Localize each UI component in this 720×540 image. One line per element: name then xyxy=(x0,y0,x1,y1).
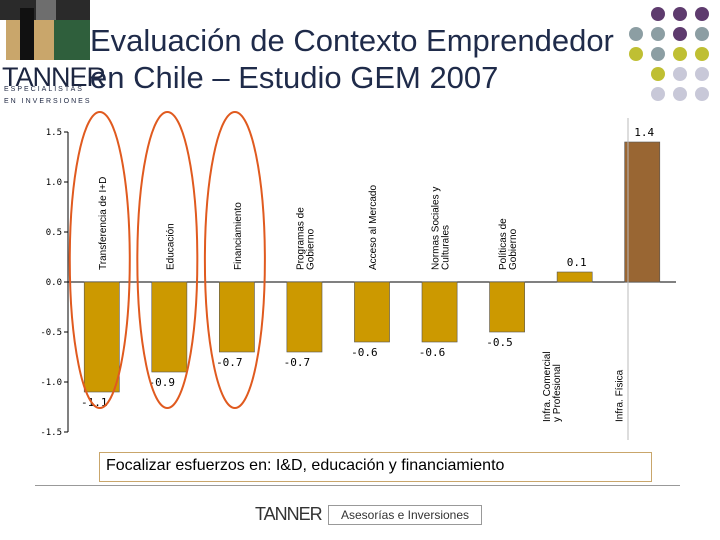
decorative-dot xyxy=(673,27,687,41)
decorative-dot xyxy=(695,47,709,61)
category-label-group: Programas de Gobierno xyxy=(295,207,316,270)
bar xyxy=(624,141,661,283)
y-tick-label: 1.5 xyxy=(46,128,62,138)
category-label-group: Financiamiento xyxy=(233,202,244,270)
logo-subtitle-2: EN INVERSIONES xyxy=(4,98,92,105)
decorative-dot-grid xyxy=(629,7,709,101)
category-label-group: Políticas de Gobierno xyxy=(498,218,519,270)
footer-logo: TANNER xyxy=(255,504,323,524)
category-label-group: Educación xyxy=(165,223,176,270)
category-label: y Profesional xyxy=(552,364,563,422)
bar-chart: 1.5 1.0 0.5 0.0 -0.5 -1.0 -1.5 -1.1 Transferenci… xyxy=(40,111,676,440)
category-label-group: Normas Sociales y Culturales xyxy=(431,187,452,270)
category-label: Acceso al Mercado xyxy=(368,185,379,270)
footer-tagline: Asesorías e Inversiones xyxy=(328,505,482,525)
decorative-dot xyxy=(695,27,709,41)
y-tick-label: -1.0 xyxy=(40,378,62,388)
footer-divider xyxy=(35,485,680,486)
data-label: -1.1 xyxy=(81,396,108,409)
category-label-group: Transferencia de I+D xyxy=(98,177,109,270)
highlight-ellipse xyxy=(203,111,266,409)
category-label: Infra. Comercial xyxy=(542,351,553,422)
decorative-dot xyxy=(673,87,687,101)
bar xyxy=(354,281,390,343)
decorative-dot xyxy=(695,67,709,81)
category-label: Financiamiento xyxy=(233,202,244,270)
y-tick-label: 0.5 xyxy=(46,228,62,238)
note-text: Focalizar esfuerzos en: I&D, educación y… xyxy=(106,457,505,474)
category-label: Transferencia de I+D xyxy=(98,177,109,270)
category-label: Gobierno xyxy=(508,228,519,270)
y-tick-label: -0.5 xyxy=(40,328,62,338)
note-box xyxy=(99,452,652,482)
bar xyxy=(421,281,458,343)
bar xyxy=(286,281,323,353)
y-tick-label: -1.5 xyxy=(40,428,62,438)
bar xyxy=(556,271,593,283)
decorative-dot xyxy=(695,87,709,101)
data-label: -0.7 xyxy=(284,356,311,369)
category-label: Programas de xyxy=(295,207,306,270)
decorative-dot xyxy=(651,7,665,21)
data-label: -0.5 xyxy=(486,336,513,349)
category-label-group: Infra. Física xyxy=(615,369,626,422)
tanner-logo-mark xyxy=(0,0,90,60)
category-label-group: Acceso al Mercado xyxy=(368,185,379,270)
bar xyxy=(151,281,188,373)
bar xyxy=(219,281,255,353)
logo-wordmark: TANNER xyxy=(2,62,106,92)
decorative-dot xyxy=(651,47,665,61)
decorative-dot xyxy=(629,27,643,41)
y-tick-label: 0.0 xyxy=(46,278,62,288)
data-label: -0.7 xyxy=(216,356,243,369)
category-label-group: Infra. Comercial y Profesional xyxy=(542,351,563,422)
data-label: 0.1 xyxy=(567,256,587,269)
bar xyxy=(83,281,120,393)
slide-title: Evaluación de Contexto Emprendedor en Ch… xyxy=(90,23,614,95)
decorative-dot xyxy=(651,27,665,41)
decorative-dot xyxy=(695,7,709,21)
category-label: Políticas de xyxy=(498,218,509,270)
bar xyxy=(489,281,525,333)
logo-subtitle-1: ESPECIALISTAS xyxy=(4,86,84,93)
data-label: -0.9 xyxy=(149,376,176,389)
data-label: -0.6 xyxy=(351,346,378,359)
decorative-dot xyxy=(673,7,687,21)
category-label: Infra. Física xyxy=(615,369,626,422)
data-label: -0.6 xyxy=(419,346,446,359)
highlight-ellipse xyxy=(136,111,199,409)
category-label: Normas Sociales y xyxy=(431,187,442,270)
decorative-dot xyxy=(673,67,687,81)
y-tick-label: 1.0 xyxy=(46,178,62,188)
decorative-dot xyxy=(629,47,643,61)
category-label: Culturales xyxy=(441,225,452,270)
data-label: 1.4 xyxy=(634,126,654,139)
decorative-dot xyxy=(651,67,665,81)
highlight-ellipse xyxy=(68,111,131,409)
decorative-dot xyxy=(673,47,687,61)
category-label: Educación xyxy=(165,223,176,270)
category-label: Gobierno xyxy=(305,228,316,270)
decorative-dot xyxy=(651,87,665,101)
